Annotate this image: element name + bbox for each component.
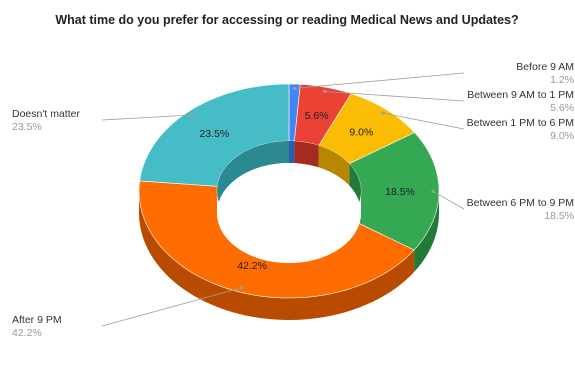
callout-line-0 [294, 72, 465, 89]
callout-name-2: Between 1 PM to 6 PM [467, 117, 574, 129]
callout-value-1: 5.6% [550, 102, 574, 114]
slice-side-4 [139, 191, 415, 320]
callout-value-3: 18.5% [544, 210, 574, 222]
callout-line-4 [101, 287, 242, 327]
slice-label-5: 23.5% [199, 128, 229, 140]
callout-labels: Before 9 AM1.2%Between 9 AM to 1 PM5.6%B… [12, 61, 574, 339]
hole-walls [217, 141, 361, 213]
callout-dot-0 [292, 86, 296, 90]
callout-value-4: 42.2% [12, 327, 42, 339]
hole-wall-3-0 [349, 163, 361, 213]
slice-value-labels: 5.6% 9.0% 18.5% 42.2% 23.5% [199, 110, 414, 272]
callout-line-3 [432, 190, 465, 210]
callout-name-5: Doesn't matter [12, 108, 80, 120]
hole-wall-0-0 [289, 141, 295, 164]
callout-dot-5 [190, 113, 194, 117]
slice-label-3: 18.5% [385, 186, 415, 198]
slice-sides [139, 191, 439, 320]
hole-front [217, 191, 361, 263]
callout-dot-4 [239, 286, 243, 290]
callout-value-2: 9.0% [550, 130, 574, 142]
hole-wall-1-0 [294, 141, 319, 168]
callout-name-0: Before 9 AM [516, 61, 574, 73]
hole-wall-2-0 [318, 145, 350, 186]
callout-dot-2 [381, 111, 385, 115]
callout-name-1: Between 9 AM to 1 PM [467, 89, 574, 101]
callout-dot-3 [431, 189, 435, 193]
callout-value-0: 1.2% [550, 74, 574, 86]
slice-label-2: 9.0% [349, 127, 373, 139]
callout-value-5: 23.5% [12, 121, 42, 133]
callout-name-3: Between 6 PM to 9 PM [467, 197, 574, 209]
callout-name-4: After 9 PM [12, 314, 62, 326]
slice-side-3 [414, 191, 439, 273]
slice-tops [138, 83, 440, 299]
callout-dot-1 [323, 89, 327, 94]
slice-label-1: 5.6% [305, 110, 329, 122]
callout-line-2 [382, 112, 465, 130]
slice-label-4: 42.2% [237, 260, 267, 272]
chart-title: What time do you prefer for accessing or… [55, 13, 518, 27]
hole-wall-5-1 [217, 141, 289, 209]
callout-line-1 [324, 91, 465, 102]
callout-line-5 [101, 114, 193, 121]
